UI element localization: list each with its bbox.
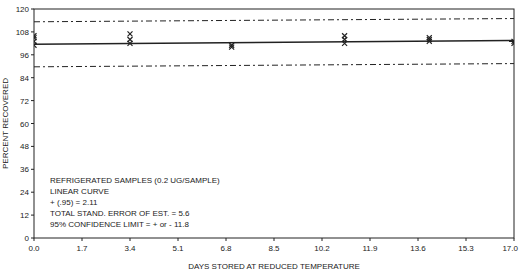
confidence-line — [34, 19, 514, 22]
x-tick-label: 13.6 — [410, 244, 426, 253]
y-tick-label: 60 — [20, 120, 29, 129]
y-tick — [31, 192, 34, 193]
y-tick — [31, 123, 34, 124]
y-tick-label: 48 — [20, 142, 29, 151]
x-tick-label: 10.2 — [314, 244, 330, 253]
x-tick — [82, 238, 83, 241]
x-axis-title: DAYS STORED AT REDUCED TEMPERATURE — [188, 262, 360, 271]
x-tick-label: 11.9 — [363, 244, 379, 253]
y-tick-label: 72 — [20, 97, 29, 106]
x-tick-label: 5.1 — [172, 244, 184, 253]
x-tick-label: 8.5 — [268, 244, 280, 253]
point — [427, 35, 432, 40]
point — [128, 37, 133, 42]
annotation: LINEAR CURVE — [50, 187, 109, 196]
y-tick-label: 12 — [20, 211, 29, 220]
x-tick — [226, 238, 227, 241]
confidence-line — [34, 64, 514, 67]
plot-frame — [34, 9, 514, 238]
annotation: + (.95) = 2.11 — [50, 198, 98, 207]
x-tick — [418, 238, 419, 241]
x-tick — [370, 238, 371, 241]
annotation: 95% CONFIDENCE LIMIT = + or - 11.8 — [50, 220, 189, 229]
y-tick-label: 24 — [20, 188, 29, 197]
point — [342, 33, 347, 38]
x-tick-label: 0.0 — [28, 244, 40, 253]
y-tick — [31, 215, 34, 216]
x-tick — [34, 238, 35, 241]
x-tick — [322, 238, 323, 241]
x-tick-label: 6.8 — [220, 244, 232, 253]
x-tick-label: 3.4 — [124, 244, 136, 253]
point — [34, 33, 37, 38]
annotation: TOTAL STAND. ERROR OF EST. = 5.6 — [50, 209, 190, 218]
y-tick — [31, 54, 34, 55]
chart: 0 12 24 36 48 60 72 84 96 108 120 0.0 1.7 3.4 5.1 6.8 8.… — [0, 0, 525, 275]
y-tick — [31, 9, 34, 10]
y-axis-title: PERCENT RECOVERED — [1, 78, 10, 169]
x-tick-label: 1.7 — [76, 244, 88, 253]
x-tick-label: 17.0 — [502, 244, 518, 253]
y-tick — [31, 169, 34, 170]
y-tick — [31, 146, 34, 147]
plot-data — [34, 19, 514, 67]
x-tick-label: 15.3 — [458, 244, 474, 253]
y-tick — [31, 100, 34, 101]
y-tick-label: 36 — [20, 165, 29, 174]
y-tick-label: 84 — [20, 74, 29, 83]
y-tick-label: 0 — [25, 234, 30, 243]
x-tick — [130, 238, 131, 241]
y-tick-label: 108 — [16, 28, 30, 37]
x-tick — [178, 238, 179, 241]
x-tick — [274, 238, 275, 241]
x-tick — [466, 238, 467, 241]
y-tick — [31, 31, 34, 32]
x-tick — [514, 238, 515, 241]
y-tick-label: 96 — [20, 51, 29, 60]
point — [128, 31, 133, 36]
y-tick — [31, 77, 34, 78]
y-tick-label: 120 — [16, 5, 30, 14]
annotation: REFRIGERATED SAMPLES (0.2 UG/SAMPLE) — [50, 176, 220, 185]
regression-line — [34, 40, 514, 44]
